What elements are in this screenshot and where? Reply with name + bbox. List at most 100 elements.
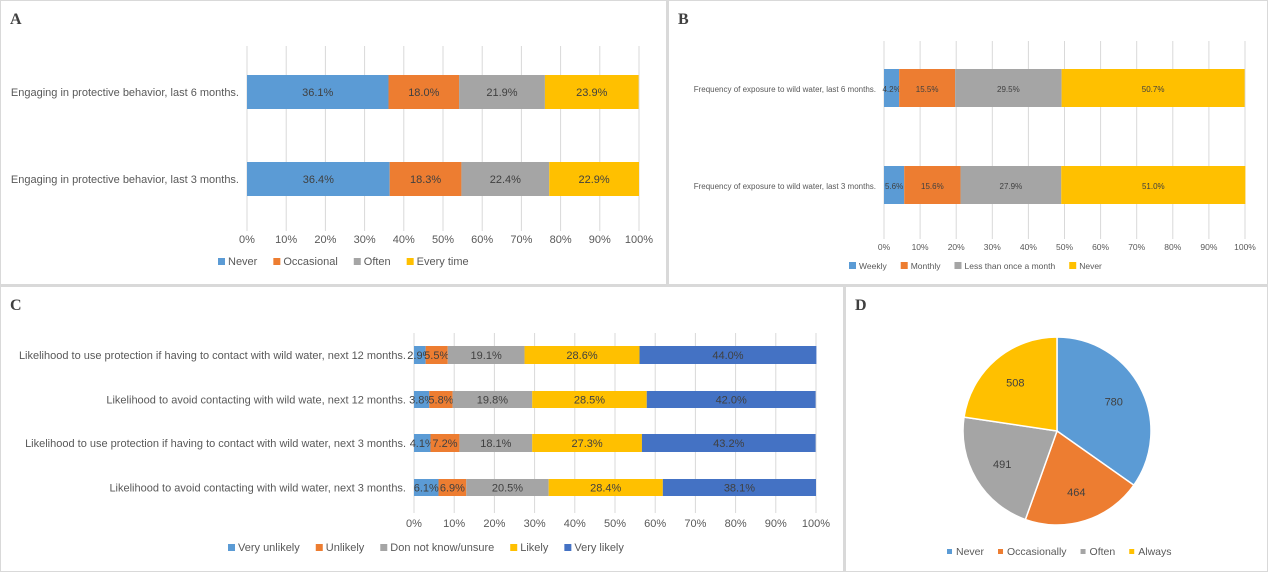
x-tick-label: 100% [625, 234, 653, 246]
data-label: 508 [1006, 378, 1024, 390]
x-tick-label: 0% [878, 242, 891, 252]
bar-segment [429, 391, 453, 408]
x-tick-label: 50% [604, 518, 626, 530]
legend-label: Never [1079, 261, 1102, 271]
legend: Never Occasionally Often Always [947, 546, 1172, 558]
legend-swatch [228, 544, 235, 551]
x-tick-label: 30% [984, 242, 1001, 252]
legend-label: Don not know/unsure [390, 542, 494, 554]
pie-slice [1056, 336, 1152, 487]
legend-swatch [406, 258, 414, 265]
legend-label: Often [364, 256, 391, 268]
data-label: 18.0% [408, 87, 439, 99]
legend-label: Likely [520, 542, 549, 554]
x-tick-label: 70% [1128, 242, 1145, 252]
data-label: 780 [1105, 397, 1123, 409]
chart-a: 0% 10% 20% 30% 40% 50% 60% 70% 80% 90% 100% Engagin… [11, 46, 653, 268]
bar-segment [247, 162, 390, 196]
panel-b-label: B [678, 11, 689, 28]
category-label: Likelihood to avoid contacting with wild… [106, 395, 406, 407]
legend-swatch [1069, 262, 1077, 269]
bar-segment [452, 391, 533, 408]
data-label: 51.0% [1142, 182, 1165, 191]
pie-slice [1024, 429, 1135, 526]
panel-c: C 0% 10% 20% 30% 40% 50% 60% 70% 80% 90% 100% Likel… [1, 287, 843, 571]
bar-segment [461, 162, 550, 196]
bar-segment [459, 75, 545, 109]
category-label: Likelihood to avoid contacting with wild… [109, 483, 406, 495]
legend-label: Never [956, 546, 985, 558]
bar-segment [466, 479, 549, 496]
chart-d: 780 464 491 508 Never Occasionally Often Always [947, 336, 1172, 558]
legend-swatch [510, 544, 518, 551]
bar-segment [532, 391, 647, 408]
data-label: 50.7% [1142, 85, 1165, 94]
bar-segment [438, 479, 467, 496]
x-tick-label: 50% [432, 234, 454, 246]
data-label: 36.4% [303, 174, 334, 186]
data-label: 15.6% [921, 182, 944, 191]
data-label: 4.2% [882, 85, 900, 94]
legend-label: Always [1138, 546, 1171, 558]
panel-a-label: A [10, 11, 22, 28]
bar-segment [247, 75, 389, 109]
data-label: 44.0% [712, 350, 743, 362]
x-tick-label: 90% [765, 518, 787, 530]
legend-label: Occasional [283, 256, 337, 268]
legend-swatch [315, 544, 323, 551]
legend-label: Less than once a month [964, 261, 1055, 271]
x-tick-label: 20% [314, 234, 336, 246]
pie-slice [962, 416, 1059, 521]
bar-segment [904, 166, 961, 204]
bar-segment [1061, 69, 1245, 107]
bar-segment [425, 346, 448, 364]
bar-segment [549, 162, 639, 196]
category-label: Likelihood to use protection if having t… [25, 438, 406, 450]
legend-swatch [900, 262, 908, 269]
x-tick-label: 10% [912, 242, 929, 252]
data-label: 5.5% [424, 350, 449, 362]
x-tick-label: 40% [393, 234, 415, 246]
x-tick-label: 30% [354, 234, 376, 246]
legend-label: Monthly [911, 261, 942, 271]
bar-segment [430, 434, 460, 452]
legend: Very unlikely Unlikely Don not know/unsure… [228, 542, 624, 554]
data-label: 19.1% [471, 350, 502, 362]
category-label: Frequency of exposure to wild water, las… [694, 85, 876, 94]
x-tick-label: 0% [406, 518, 422, 530]
category-label: Likelihood to use protection if having t… [19, 350, 406, 362]
panel-d-label: D [855, 297, 867, 314]
data-label: 22.4% [490, 174, 521, 186]
x-tick-label: 0% [239, 234, 255, 246]
chart-b: 0% 10% 20% 30% 40% 50% 60% 70% 80% 90% 100% Frequen… [694, 41, 1256, 271]
data-label: 28.5% [574, 395, 605, 407]
x-tick-label: 60% [644, 518, 666, 530]
category-label: Frequency of exposure to wild water, las… [694, 182, 876, 191]
bar-segment [544, 75, 639, 109]
data-label: 28.4% [590, 483, 621, 495]
data-label: 464 [1067, 487, 1085, 499]
panel-d: D 780 464 491 508 Never Occasionally Often Alwa… [846, 287, 1267, 571]
bar-segment [447, 346, 525, 364]
legend-label: Weekly [859, 261, 887, 271]
data-label: 15.5% [916, 85, 939, 94]
bar-segment [662, 479, 816, 496]
data-label: 5.6% [885, 182, 903, 191]
legend-swatch [564, 544, 572, 551]
x-tick-label: 40% [1020, 242, 1037, 252]
bar-segment [884, 166, 905, 204]
bar-segment [899, 69, 956, 107]
data-label: 6.9% [440, 483, 465, 495]
legend-label: Very likely [574, 542, 624, 554]
bar-segment [414, 434, 431, 452]
legend: Weekly Monthly Less than once a month Never [849, 261, 1102, 271]
x-tick-label: 60% [1092, 242, 1109, 252]
panel-c-label: C [10, 297, 22, 314]
x-tick-label: 40% [564, 518, 586, 530]
bar-segment [639, 346, 817, 364]
data-label: 28.6% [566, 350, 597, 362]
legend-label: Very unlikely [238, 542, 300, 554]
data-label: 18.1% [480, 438, 511, 450]
bar-segment [414, 479, 439, 496]
bar-segment [389, 162, 462, 196]
